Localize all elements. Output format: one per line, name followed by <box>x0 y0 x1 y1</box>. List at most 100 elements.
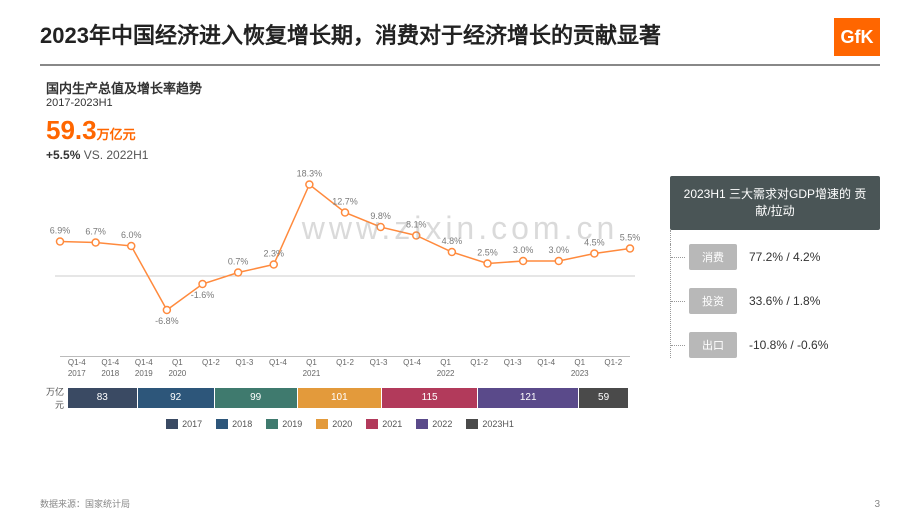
side-panel-items: 消费 77.2% / 4.2% 投资 33.6% / 1.8% 出口 -10.8% / -… <box>670 244 880 358</box>
xaxis-year-label: 2021 <box>295 368 329 379</box>
legend-item: 2018 <box>216 419 252 429</box>
legend-label: 2023H1 <box>482 419 514 429</box>
side-item-value: -10.8% / -0.6% <box>749 338 828 352</box>
svg-text:6.7%: 6.7% <box>85 227 106 237</box>
xaxis-year-label <box>462 368 496 379</box>
legend-item: 2023H1 <box>466 419 514 429</box>
xaxis-year-label <box>529 368 563 379</box>
xaxis-year-label <box>228 368 262 379</box>
highlight-number: 59.3 <box>46 115 97 146</box>
page-number: 3 <box>874 499 880 510</box>
legend-item: 2021 <box>366 419 402 429</box>
page-title: 2023年中国经济进入恢复增长期，消费对于经济增长的贡献显著 <box>40 18 661 50</box>
xaxis-year-label <box>395 368 429 379</box>
xaxis-quarter-label: Q1-4 <box>529 356 563 368</box>
side-item-name: 出口 <box>689 332 737 358</box>
svg-text:4.5%: 4.5% <box>584 238 605 248</box>
xaxis-quarter-label: Q1-2 <box>194 356 228 368</box>
xaxis-quarter-label: Q1-2 <box>328 356 362 368</box>
side-panel: 2023H1 三大需求对GDP增速的 贡献/拉动 消费77.2% / 4.2%投… <box>670 166 880 429</box>
legend-label: 2020 <box>332 419 352 429</box>
legend-item: 2022 <box>416 419 452 429</box>
highlight-unit: 万亿元 <box>97 127 136 142</box>
bar-segment: 83 <box>68 388 137 408</box>
gfk-logo: GfK <box>834 18 880 56</box>
side-item: 出口 -10.8% / -0.6% <box>689 332 880 358</box>
side-item-name: 消费 <box>689 244 737 270</box>
xaxis-year-label <box>261 368 295 379</box>
chart-title: 国内生产总值及增长率趋势 <box>46 78 880 97</box>
legend-swatch <box>416 419 428 429</box>
chart-subheader: 国内生产总值及增长率趋势 2017-2023H1 <box>46 78 880 109</box>
xaxis-quarter-label: Q1 <box>161 356 195 368</box>
xaxis-quarter-label: Q1-3 <box>496 356 530 368</box>
legend-swatch <box>316 419 328 429</box>
svg-text:6.0%: 6.0% <box>121 230 142 240</box>
xaxis-quarter-label: Q1 <box>295 356 329 368</box>
xaxis-year-label: 2020 <box>161 368 195 379</box>
svg-text:-6.8%: -6.8% <box>155 316 179 326</box>
xaxis-quarter-label: Q1-4 <box>60 356 94 368</box>
xaxis-quarter-label: Q1-2 <box>597 356 631 368</box>
bar-segment: 99 <box>215 388 297 408</box>
xaxis-year-label: 2023 <box>563 368 597 379</box>
xaxis-year-label <box>597 368 631 379</box>
legend-swatch <box>166 419 178 429</box>
growth-vs: VS. 2022H1 <box>80 148 148 162</box>
legend-swatch <box>366 419 378 429</box>
xaxis-quarter-label: Q1-3 <box>362 356 396 368</box>
xaxis-years: 2017201820192020202120222023 <box>60 368 630 379</box>
xaxis-quarter-label: Q1-3 <box>228 356 262 368</box>
bar-segment: 101 <box>298 388 382 408</box>
growth-pct: +5.5% <box>46 148 80 162</box>
legend-swatch <box>266 419 278 429</box>
legend-item: 2020 <box>316 419 352 429</box>
xaxis-quarter-label: Q1-4 <box>261 356 295 368</box>
xaxis-quarter-label: Q1-4 <box>127 356 161 368</box>
svg-text:18.3%: 18.3% <box>297 169 323 179</box>
legend-label: 2017 <box>182 419 202 429</box>
year-bars: 万亿元 83929910111512159 <box>40 385 640 411</box>
bars-container: 83929910111512159 <box>68 388 628 408</box>
svg-text:9.8%: 9.8% <box>370 211 391 221</box>
side-item: 投资 33.6% / 1.8% <box>689 288 880 314</box>
footer-source: 数据来源：国家统计局 <box>40 497 130 510</box>
highlight-growth: +5.5% VS. 2022H1 <box>46 148 880 162</box>
svg-text:-1.6%: -1.6% <box>191 290 215 300</box>
bar-segment: 121 <box>478 388 578 408</box>
xaxis-quarter-label: Q1-4 <box>94 356 128 368</box>
bar-segment: 59 <box>579 388 628 408</box>
xaxis-year-label: 2019 <box>127 368 161 379</box>
xaxis-quarter-label: Q1 <box>429 356 463 368</box>
xaxis-year-label: 2018 <box>94 368 128 379</box>
side-item-value: 33.6% / 1.8% <box>749 294 820 308</box>
xaxis-year-label <box>328 368 362 379</box>
side-item-value: 77.2% / 4.2% <box>749 250 820 264</box>
xaxis-quarter-label: Q1-2 <box>462 356 496 368</box>
line-chart-area: 6.9% 6.7% 6.0% -6.8% -1.6% 0.7% 2.3% 18.3% 12.7%… <box>40 166 640 429</box>
svg-text:3.0%: 3.0% <box>513 245 534 255</box>
side-item: 消费 77.2% / 4.2% <box>689 244 880 270</box>
xaxis-year-label <box>194 368 228 379</box>
legend-label: 2021 <box>382 419 402 429</box>
svg-text:12.7%: 12.7% <box>332 197 358 207</box>
legend-swatch <box>216 419 228 429</box>
bar-segment: 115 <box>382 388 477 408</box>
legend: 2017 2018 2019 2020 2021 2022 2023H1 <box>40 419 640 429</box>
svg-text:3.0%: 3.0% <box>548 245 569 255</box>
header: 2023年中国经济进入恢复增长期，消费对于经济增长的贡献显著 GfK <box>40 18 880 66</box>
legend-item: 2019 <box>266 419 302 429</box>
side-item-name: 投资 <box>689 288 737 314</box>
bars-unit-label: 万亿元 <box>40 385 68 411</box>
xaxis-year-label <box>496 368 530 379</box>
chart-range: 2017-2023H1 <box>46 97 880 109</box>
legend-label: 2019 <box>282 419 302 429</box>
svg-text:2.3%: 2.3% <box>263 249 284 259</box>
highlight-value: 59.3万亿元 <box>46 115 880 146</box>
legend-swatch <box>466 419 478 429</box>
bar-segment: 92 <box>138 388 214 408</box>
xaxis-year-label: 2017 <box>60 368 94 379</box>
svg-text:5.5%: 5.5% <box>620 233 640 243</box>
svg-text:0.7%: 0.7% <box>228 257 249 267</box>
svg-text:6.9%: 6.9% <box>50 226 71 236</box>
